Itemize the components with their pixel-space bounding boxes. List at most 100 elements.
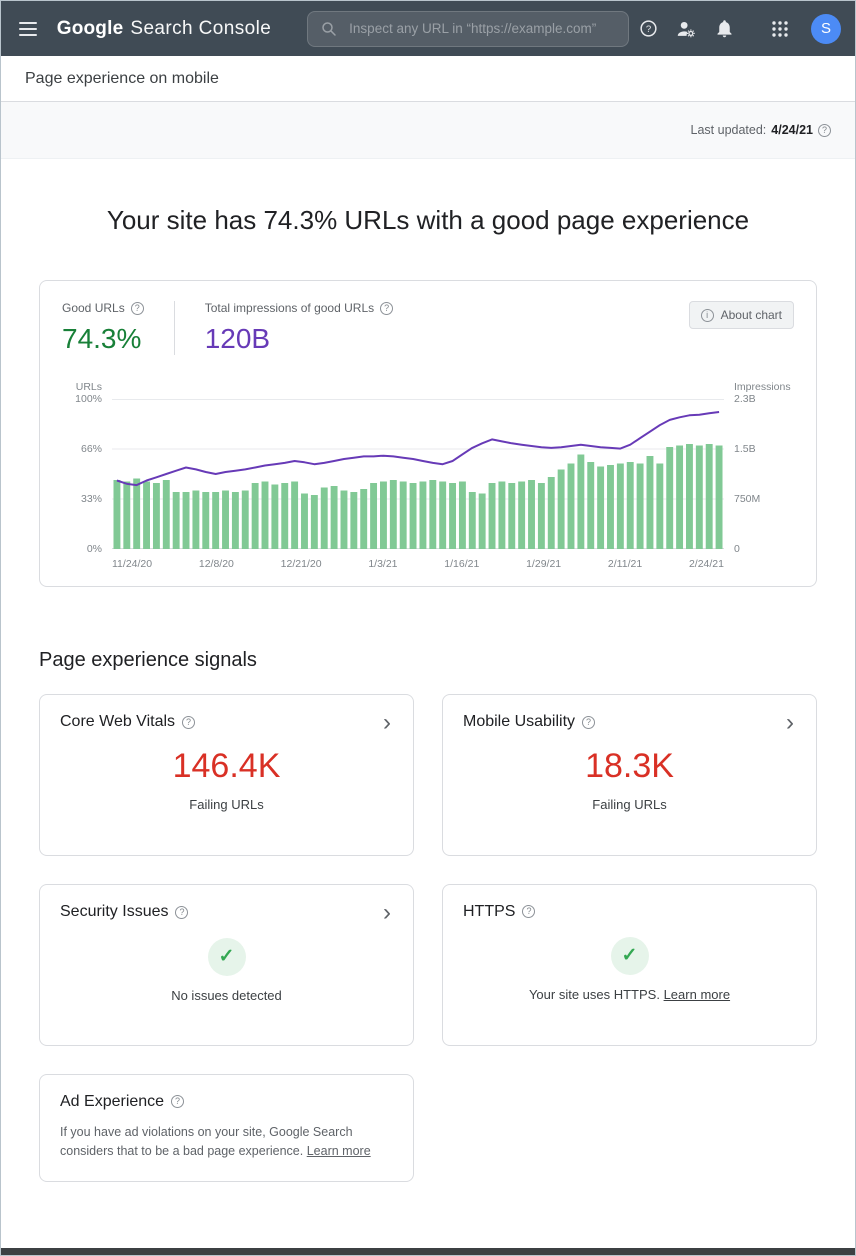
last-updated-label: Last updated: — [690, 123, 767, 137]
logo-product-text: Search Console — [130, 17, 272, 39]
mobile-usability-info-icon[interactable]: ? — [582, 715, 596, 729]
user-settings-button[interactable] — [667, 10, 705, 48]
logo-google-text: Google — [56, 17, 124, 39]
failing-urls-value: 146.4K — [172, 746, 281, 785]
chart-plot — [112, 398, 724, 549]
card-title: Mobile Usability — [463, 713, 576, 731]
apps-grid-icon — [772, 20, 788, 37]
card-mobile-usability[interactable]: Mobile Usability ? › 18.3K Failing URLs — [442, 693, 817, 856]
right-axis: Impressions 2.3B 1.5B 750M 0 — [724, 381, 794, 555]
chevron-right-icon[interactable]: › — [383, 708, 391, 736]
notifications-button[interactable] — [705, 10, 743, 48]
impressions-metric: Total impressions of good URLs ? 120B — [205, 301, 423, 355]
good-urls-label: Good URLs — [62, 301, 125, 315]
page-experience-chart-card: Good URLs ? 74.3% Total impressions of g… — [39, 280, 817, 587]
good-urls-value: 74.3% — [62, 323, 142, 354]
last-updated-info-icon[interactable]: ? — [818, 123, 831, 137]
status-check-badge: ✓ — [207, 937, 246, 976]
failing-urls-value: 18.3K — [585, 746, 674, 785]
menu-button[interactable] — [9, 10, 47, 48]
x-axis-tick: 1/3/21 — [368, 557, 398, 570]
x-axis-tick: 1/29/21 — [526, 557, 562, 570]
about-chart-info-icon: i — [700, 308, 714, 322]
menu-icon — [18, 21, 37, 36]
page-headline: Your site has 74.3% URLs with a good pag… — [106, 205, 750, 235]
good-urls-info-icon[interactable]: ? — [130, 301, 144, 315]
chevron-right-icon[interactable]: › — [786, 708, 794, 736]
chevron-right-icon[interactable]: › — [383, 898, 391, 926]
card-https: HTTPS ? ✓ Your site uses HTTPS. Learn mo… — [442, 883, 817, 1046]
card-title: HTTPS — [463, 902, 516, 920]
left-axis-name: URLs — [75, 380, 102, 393]
apps-button[interactable] — [761, 10, 799, 48]
search-icon — [320, 20, 338, 38]
x-axis-tick: 11/24/20 — [112, 557, 153, 570]
app-logo[interactable]: Google Search Console — [57, 18, 271, 40]
main-content: Your site has 74.3% URLs with a good pag… — [1, 159, 855, 1248]
breadcrumb: Page experience on mobile — [25, 69, 219, 87]
x-axis-tick: 12/21/20 — [280, 557, 322, 570]
last-updated-date: 4/24/21 — [771, 123, 813, 137]
left-axis-tick: 0% — [86, 542, 102, 555]
combo-chart — [112, 398, 724, 549]
left-axis-tick: 100% — [75, 392, 102, 405]
chart-card-header: Good URLs ? 74.3% Total impressions of g… — [62, 301, 794, 355]
https-status-caption: Your site uses HTTPS. Learn more — [528, 986, 731, 1002]
ad-experience-info-icon[interactable]: ? — [171, 1095, 185, 1109]
chart-area: URLs 100% 66% 33% 0% Impressions 2.3B 1.… — [62, 381, 794, 555]
left-axis: URLs 100% 66% 33% 0% — [62, 381, 112, 555]
x-axis-tick: 2/24/21 — [688, 557, 724, 570]
about-chart-label: About chart — [720, 308, 782, 322]
avatar-letter: S — [820, 20, 831, 37]
signals-grid: Core Web Vitals ? › 146.4K Failing URLs … — [39, 693, 817, 1182]
check-icon: ✓ — [218, 946, 235, 968]
about-chart-button[interactable]: i About chart — [688, 301, 794, 329]
breadcrumb-bar: Page experience on mobile — [1, 56, 855, 102]
left-axis-tick: 66% — [80, 442, 102, 455]
core-web-vitals-info-icon[interactable]: ? — [182, 715, 196, 729]
https-info-icon[interactable]: ? — [522, 905, 536, 919]
card-ad-experience: Ad Experience ? If you have ad violation… — [39, 1073, 414, 1182]
left-axis-tick: 33% — [80, 492, 102, 505]
card-title: Security Issues — [60, 903, 169, 921]
card-title: Ad Experience — [60, 1092, 165, 1110]
ad-experience-learn-more-link[interactable]: Learn more — [306, 1144, 371, 1159]
help-icon: ? — [639, 20, 657, 37]
header-actions: ? — [629, 10, 841, 48]
security-status-caption: No issues detected — [171, 987, 282, 1003]
svg-text:?: ? — [645, 24, 650, 35]
avatar[interactable]: S — [811, 13, 841, 44]
status-check-badge: ✓ — [610, 936, 649, 975]
right-axis-name: Impressions — [734, 380, 791, 393]
impressions-value: 120B — [204, 323, 271, 354]
x-axis-tick: 1/16/21 — [444, 557, 480, 570]
bottom-strip — [1, 1248, 855, 1255]
https-learn-more-link[interactable]: Learn more — [663, 986, 731, 1002]
x-axis-tick: 12/8/20 — [198, 557, 234, 570]
app-header: Google Search Console ? — [1, 1, 855, 56]
user-settings-icon — [677, 21, 695, 37]
impressions-label: Total impressions of good URLs — [204, 301, 375, 315]
last-updated-bar: Last updated: 4/24/21 ? — [1, 102, 855, 159]
card-security-issues[interactable]: Security Issues ? › ✓ No issues detected — [39, 883, 414, 1046]
good-urls-metric: Good URLs ? 74.3% — [62, 301, 174, 355]
right-axis-tick: 750M — [734, 492, 761, 505]
ad-experience-body: If you have ad violations on your site, … — [60, 1124, 371, 1159]
card-core-web-vitals[interactable]: Core Web Vitals ? › 146.4K Failing URLs — [39, 693, 414, 856]
impressions-info-icon[interactable]: ? — [380, 301, 394, 315]
x-axis-labels: 11/24/20 12/8/20 12/21/20 1/3/21 1/16/21… — [112, 558, 724, 570]
card-title: Core Web Vitals — [60, 713, 176, 731]
signals-heading: Page experience signals — [39, 648, 257, 671]
failing-urls-caption: Failing URLs — [592, 797, 667, 813]
search-input[interactable] — [347, 20, 616, 37]
help-button[interactable]: ? — [629, 10, 667, 48]
metric-divider — [173, 301, 175, 355]
x-axis-tick: 2/11/21 — [607, 557, 643, 570]
failing-urls-caption: Failing URLs — [189, 797, 264, 813]
right-axis-tick: 2.3B — [734, 392, 756, 405]
right-axis-tick: 0 — [734, 542, 740, 555]
check-icon: ✓ — [621, 945, 638, 967]
url-inspection-searchbox[interactable] — [307, 10, 629, 47]
security-issues-info-icon[interactable]: ? — [175, 905, 189, 919]
